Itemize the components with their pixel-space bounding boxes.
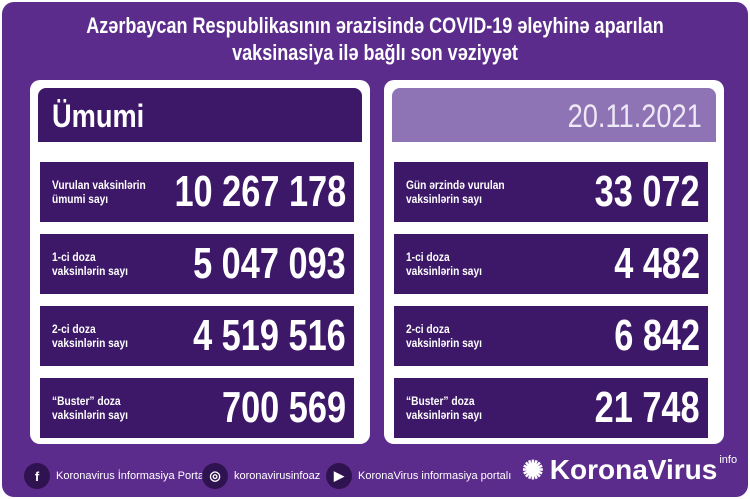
instagram-label: koronavirusinfoaz bbox=[234, 470, 321, 482]
date-header: 20.11.2021 bbox=[392, 88, 716, 142]
facebook-icon: f bbox=[24, 463, 50, 489]
stat-label: Gün ərzində vurulan bbox=[406, 178, 505, 192]
stat-label: 2-ci doza bbox=[52, 322, 96, 336]
stat-label: vaksinlərin sayı bbox=[52, 408, 128, 422]
title-line-1: Azərbaycan Respublikasının ərazisində CO… bbox=[86, 13, 664, 38]
stat-value: 21 748 bbox=[595, 383, 700, 432]
facebook-link[interactable]: f Koronavirus İnformasiya Portalı bbox=[24, 462, 209, 490]
stat-value: 10 267 178 bbox=[174, 167, 346, 216]
stat-label: vaksinlərin sayı bbox=[406, 264, 482, 278]
page-title: Azərbaycan Respublikasının ərazisində CO… bbox=[69, 12, 681, 66]
total-panel: Ümumi Vurulan vaksinlərin ümumi sayı 10 26… bbox=[30, 80, 370, 444]
stat-label: 1-ci doza bbox=[52, 250, 96, 264]
stat-label: 2-ci doza bbox=[406, 322, 450, 336]
stat-value: 4 482 bbox=[614, 239, 700, 288]
date-label: 20.11.2021 bbox=[567, 98, 702, 134]
stat-row: “Buster” doza vaksinlərin sayı 21 748 bbox=[394, 378, 708, 438]
stat-label: ümumi sayı bbox=[52, 192, 109, 206]
stat-label: vaksinlərin sayı bbox=[406, 336, 482, 350]
stat-row: Gün ərzində vurulan vaksinlərin sayı 33 07… bbox=[394, 162, 708, 222]
stat-value: 4 519 516 bbox=[193, 311, 346, 360]
facebook-label: Koronavirus İnformasiya Portalı bbox=[56, 470, 210, 482]
virus-icon: ✺ bbox=[522, 454, 544, 485]
stat-row: Vurulan vaksinlərin ümumi sayı 10 267 178 bbox=[40, 162, 354, 222]
stat-label: “Buster” doza bbox=[406, 394, 475, 408]
total-header-label: Ümumi bbox=[52, 98, 145, 134]
stat-row: “Buster” doza vaksinlərin sayı 700 569 bbox=[40, 378, 354, 438]
total-header: Ümumi bbox=[38, 88, 362, 142]
stat-label: Vurulan vaksinlərin bbox=[52, 178, 146, 192]
daily-panel: 20.11.2021 Gün ərzində vurulan vaksinləri… bbox=[384, 80, 724, 444]
title-line-2: vaksinasiya ilə bağlı son vəziyyət bbox=[232, 40, 518, 65]
youtube-label: KoronaVirus informasiya portalı bbox=[358, 470, 512, 482]
instagram-link[interactable]: ◎ koronavirusinfoaz bbox=[202, 462, 320, 490]
koronavirus-logo: ✺ KoronaVirus info bbox=[522, 454, 737, 486]
stat-label: “Buster” doza bbox=[52, 394, 121, 408]
instagram-icon: ◎ bbox=[202, 463, 228, 489]
logo-text: KoronaVirus bbox=[549, 454, 718, 485]
stat-label: vaksinlərin sayı bbox=[406, 408, 482, 422]
stat-label: vaksinlərin sayı bbox=[52, 336, 128, 350]
stat-label: 1-ci doza bbox=[406, 250, 450, 264]
stat-value: 33 072 bbox=[595, 167, 700, 216]
stat-row: 1-ci doza vaksinlərin sayı 4 482 bbox=[394, 234, 708, 294]
youtube-link[interactable]: ▶ KoronaVirus informasiya portalı bbox=[326, 462, 511, 490]
logo-sup: info bbox=[719, 454, 738, 466]
stat-value: 5 047 093 bbox=[193, 239, 346, 288]
stat-row: 2-ci doza vaksinlərin sayı 4 519 516 bbox=[40, 306, 354, 366]
stat-value: 700 569 bbox=[221, 383, 346, 432]
stat-row: 2-ci doza vaksinlərin sayı 6 842 bbox=[394, 306, 708, 366]
stat-row: 1-ci doza vaksinlərin sayı 5 047 093 bbox=[40, 234, 354, 294]
stat-label: vaksinlərin sayı bbox=[52, 264, 128, 278]
stat-label: vaksinlərin sayı bbox=[406, 192, 482, 206]
stat-value: 6 842 bbox=[614, 311, 700, 360]
youtube-icon: ▶ bbox=[326, 463, 352, 489]
